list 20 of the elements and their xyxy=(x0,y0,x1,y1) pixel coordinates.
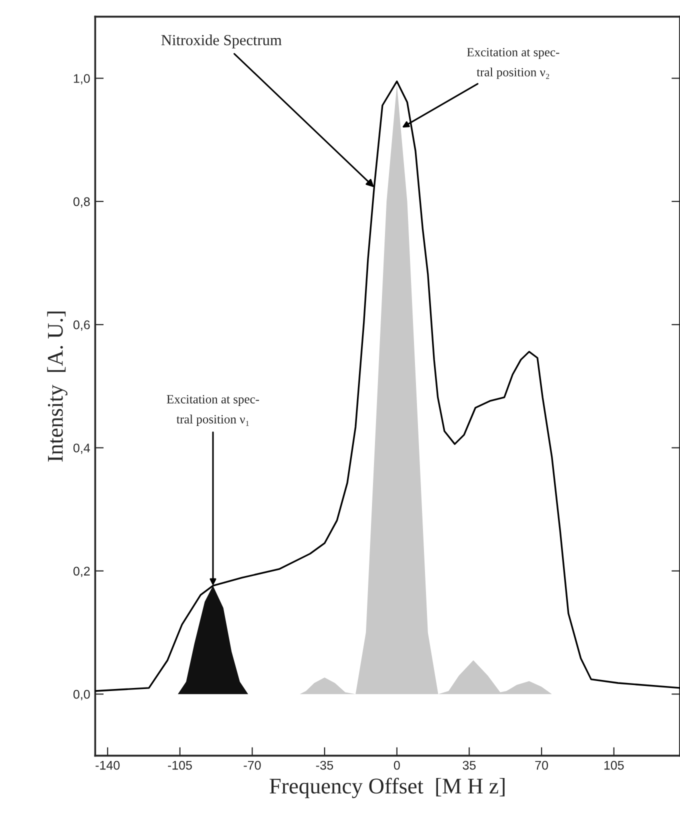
annotation: Nitroxide Spectrum xyxy=(161,34,282,48)
x-tick-label: 0 xyxy=(394,760,400,770)
y-tick-label: 0,2 xyxy=(73,566,90,578)
y-tick-label: 0,4 xyxy=(73,444,90,454)
x-tick-label: 105 xyxy=(604,760,624,770)
x-tick-label: -70 xyxy=(244,760,261,770)
y-tick-label: 0,8 xyxy=(73,197,90,208)
y-tick-label: 1,0 xyxy=(74,74,90,84)
x-tick-label: -140 xyxy=(96,760,120,770)
x-tick-label: 35 xyxy=(462,760,476,770)
x-tick-label: -105 xyxy=(168,760,192,770)
x-axis-title: Frequency Offset [M H z] xyxy=(270,778,505,798)
y-axis-title: Intensity [A. U.] xyxy=(47,312,68,462)
y-tick-label: 0,6 xyxy=(73,320,90,331)
y-tick-label: 0,0 xyxy=(73,690,90,700)
annotation: Excitation at spec- tral position ν₂ xyxy=(467,48,560,79)
line-series xyxy=(95,80,680,692)
x-tick-label: -35 xyxy=(316,760,334,770)
annotation: Excitation at spec- tral position ν₁ xyxy=(166,395,260,426)
x-tick-label: 70 xyxy=(535,760,548,770)
